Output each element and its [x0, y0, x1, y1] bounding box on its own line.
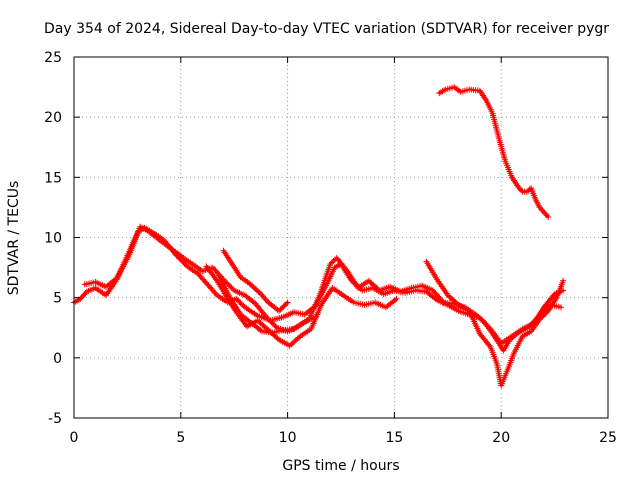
series-markers — [216, 273, 319, 336]
series-markers — [423, 258, 567, 389]
x-tick-label: 20 — [492, 430, 510, 446]
y-axis-label: SDTVAR / TECUs — [6, 181, 22, 296]
x-tick-label: 15 — [385, 430, 403, 446]
chart-title: Day 354 of 2024, Sidereal Day-to-day VTE… — [44, 21, 609, 37]
series-trace-e — [220, 247, 291, 314]
y-tick-label: 5 — [53, 291, 62, 307]
series-trace-b — [81, 223, 564, 354]
x-tick-label: 0 — [70, 430, 79, 446]
y-tick-label: 20 — [44, 110, 62, 126]
y-tick-label: 25 — [44, 50, 62, 66]
plot-frame — [73, 56, 609, 419]
data-series — [71, 84, 567, 389]
series-trace-f — [423, 258, 567, 389]
series-markers — [436, 84, 552, 220]
axis-ticks: 0 5 10 15 20 25 -5 0 5 10 15 20 25 — [44, 50, 617, 446]
series-markers — [81, 223, 564, 354]
series-line — [425, 260, 565, 387]
series-trace-g — [436, 84, 552, 220]
y-tick-label: 15 — [44, 170, 62, 186]
series-markers — [220, 247, 291, 314]
x-axis-label: GPS time / hours — [282, 458, 399, 474]
series-markers — [203, 263, 400, 349]
x-tick-label: 5 — [176, 430, 185, 446]
y-tick-label: -5 — [48, 411, 62, 427]
x-tick-label: 10 — [279, 430, 297, 446]
y-tick-label: 10 — [44, 231, 62, 247]
y-tick-label: 0 — [53, 351, 62, 367]
series-trace-c — [203, 263, 400, 349]
x-tick-label: 25 — [599, 430, 617, 446]
series-trace-d — [216, 273, 319, 336]
